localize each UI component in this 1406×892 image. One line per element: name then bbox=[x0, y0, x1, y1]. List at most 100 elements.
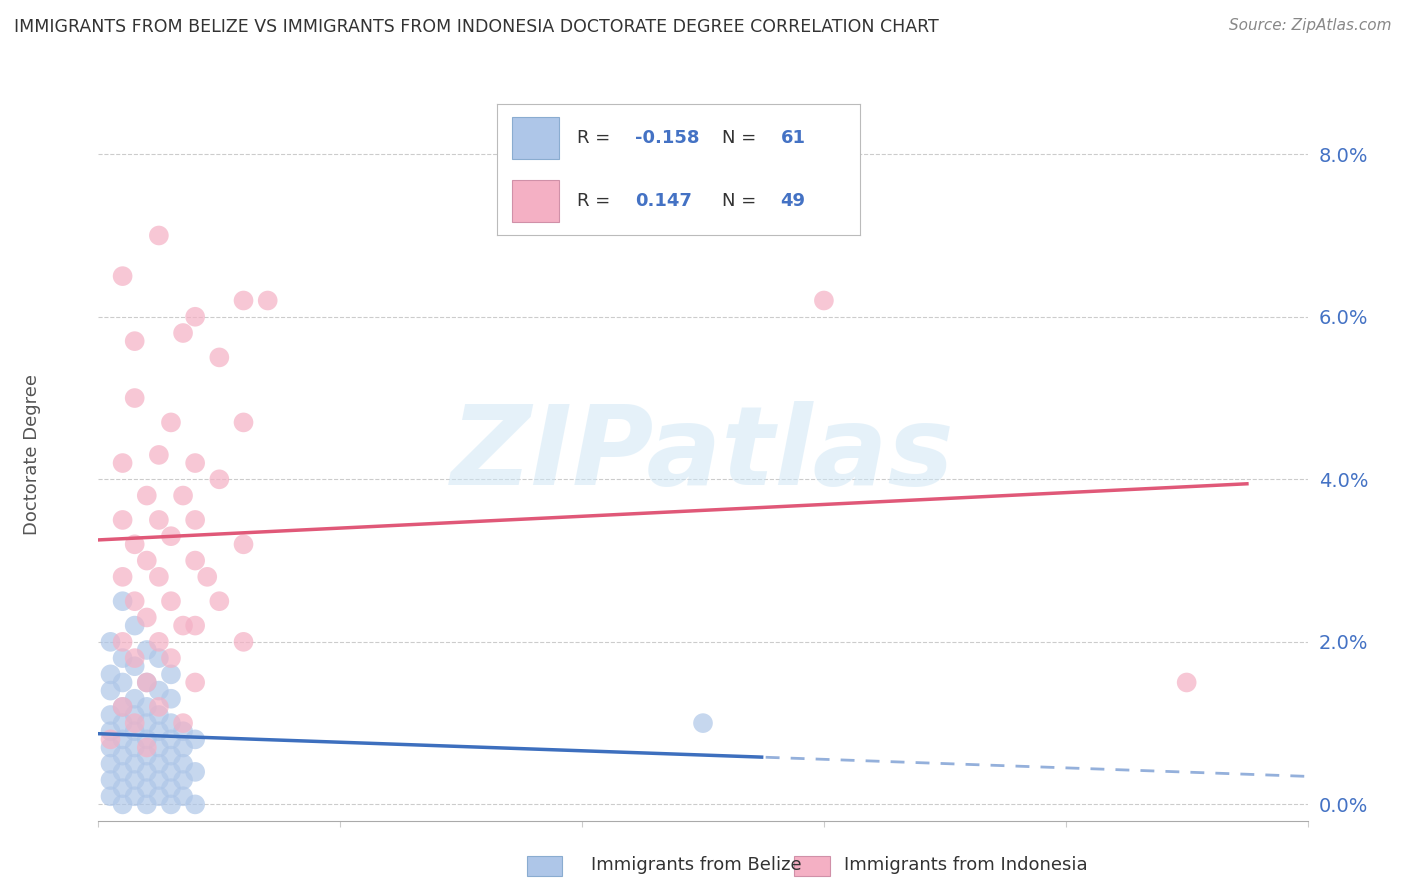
Point bbox=[135, 553, 157, 567]
Point bbox=[111, 456, 134, 470]
Point bbox=[111, 764, 134, 779]
Point bbox=[135, 716, 157, 731]
Point bbox=[135, 610, 157, 624]
Point bbox=[135, 675, 157, 690]
Point bbox=[124, 391, 146, 405]
Point bbox=[111, 651, 134, 665]
Point bbox=[208, 472, 231, 486]
Text: Immigrants from Indonesia: Immigrants from Indonesia bbox=[844, 856, 1087, 874]
Point bbox=[135, 732, 157, 747]
Point bbox=[124, 691, 146, 706]
Point bbox=[232, 293, 254, 308]
Text: Source: ZipAtlas.com: Source: ZipAtlas.com bbox=[1229, 18, 1392, 33]
Point bbox=[148, 448, 170, 462]
Point bbox=[172, 789, 194, 804]
Point bbox=[172, 772, 194, 787]
Point bbox=[124, 716, 146, 731]
Point bbox=[148, 683, 170, 698]
Point bbox=[111, 732, 134, 747]
Point bbox=[184, 764, 207, 779]
Point bbox=[124, 708, 146, 723]
Point bbox=[100, 667, 122, 681]
Point bbox=[160, 691, 183, 706]
Point bbox=[111, 269, 134, 284]
Point bbox=[135, 699, 157, 714]
Point bbox=[135, 740, 157, 755]
Point bbox=[184, 553, 207, 567]
Point bbox=[148, 651, 170, 665]
Point bbox=[232, 635, 254, 649]
Point bbox=[1175, 675, 1198, 690]
Point bbox=[124, 756, 146, 771]
Point bbox=[135, 797, 157, 812]
Point bbox=[135, 675, 157, 690]
Point bbox=[232, 537, 254, 551]
Point bbox=[135, 748, 157, 763]
Point bbox=[172, 724, 194, 739]
Point bbox=[160, 416, 183, 430]
Point bbox=[111, 781, 134, 796]
Point bbox=[172, 489, 194, 503]
Point bbox=[160, 748, 183, 763]
Point bbox=[184, 618, 207, 632]
Point bbox=[256, 293, 278, 308]
Point bbox=[148, 772, 170, 787]
Point bbox=[692, 716, 714, 731]
Point bbox=[100, 756, 122, 771]
Point bbox=[184, 513, 207, 527]
Point bbox=[124, 724, 146, 739]
Point bbox=[124, 789, 146, 804]
Point bbox=[111, 699, 134, 714]
Point bbox=[172, 618, 194, 632]
Point bbox=[160, 716, 183, 731]
Point bbox=[100, 740, 122, 755]
Point bbox=[124, 659, 146, 673]
Point bbox=[148, 789, 170, 804]
Point bbox=[160, 732, 183, 747]
Text: IMMIGRANTS FROM BELIZE VS IMMIGRANTS FROM INDONESIA DOCTORATE DEGREE CORRELATION: IMMIGRANTS FROM BELIZE VS IMMIGRANTS FRO… bbox=[14, 18, 939, 36]
Point bbox=[172, 716, 194, 731]
Point bbox=[111, 570, 134, 584]
Point bbox=[232, 416, 254, 430]
Point bbox=[135, 643, 157, 657]
Point bbox=[124, 594, 146, 608]
Point bbox=[148, 740, 170, 755]
Point bbox=[148, 699, 170, 714]
Point bbox=[111, 797, 134, 812]
Point bbox=[184, 797, 207, 812]
Text: Doctorate Degree: Doctorate Degree bbox=[22, 375, 41, 535]
Point bbox=[135, 764, 157, 779]
Point bbox=[160, 764, 183, 779]
Point bbox=[184, 456, 207, 470]
Point bbox=[160, 797, 183, 812]
Point bbox=[111, 513, 134, 527]
Point bbox=[148, 570, 170, 584]
Point bbox=[100, 724, 122, 739]
Text: Immigrants from Belize: Immigrants from Belize bbox=[591, 856, 801, 874]
Point bbox=[160, 529, 183, 543]
Point bbox=[135, 489, 157, 503]
Point bbox=[184, 675, 207, 690]
Point bbox=[124, 618, 146, 632]
Point bbox=[148, 228, 170, 243]
Point bbox=[148, 708, 170, 723]
Point bbox=[184, 310, 207, 324]
Point bbox=[111, 594, 134, 608]
Point bbox=[148, 724, 170, 739]
Point bbox=[111, 635, 134, 649]
Point bbox=[160, 781, 183, 796]
Point bbox=[111, 716, 134, 731]
Point bbox=[100, 708, 122, 723]
Point bbox=[124, 651, 146, 665]
Point bbox=[148, 635, 170, 649]
Point bbox=[148, 756, 170, 771]
Point bbox=[172, 756, 194, 771]
Point bbox=[208, 594, 231, 608]
Point bbox=[195, 570, 218, 584]
Point bbox=[135, 781, 157, 796]
Point bbox=[124, 334, 146, 348]
Point bbox=[172, 326, 194, 340]
Point bbox=[172, 740, 194, 755]
Point bbox=[124, 772, 146, 787]
Point bbox=[160, 594, 183, 608]
